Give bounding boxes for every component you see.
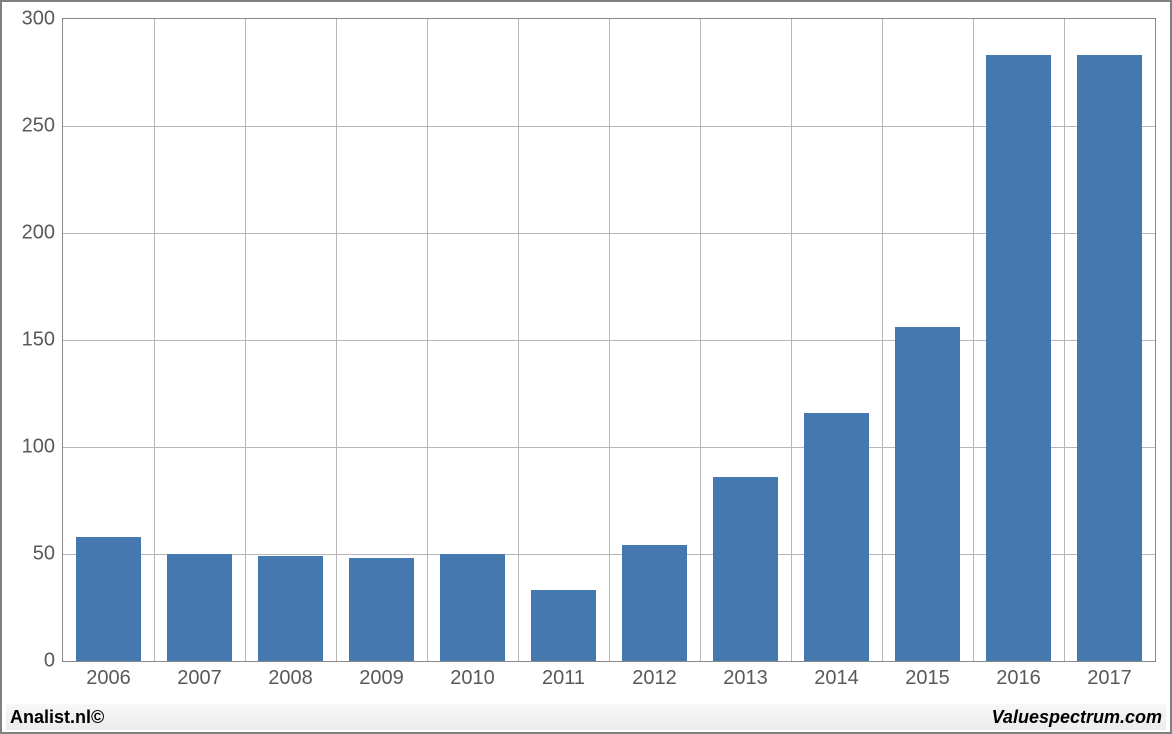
- bar-2006: [76, 537, 142, 661]
- bar-2012: [622, 545, 688, 661]
- x-axis-label: 2006: [86, 667, 131, 690]
- y-axis-label: 100: [5, 436, 55, 459]
- y-axis-label: 300: [5, 8, 55, 31]
- x-axis-label: 2010: [450, 667, 495, 690]
- grid-v: [245, 19, 246, 661]
- grid-v: [882, 19, 883, 661]
- bar-2009: [349, 558, 415, 661]
- y-axis-label: 200: [5, 222, 55, 245]
- bar-2008: [258, 556, 324, 661]
- bar-2015: [895, 327, 961, 661]
- footer-right-text: Valuespectrum.com: [992, 707, 1162, 728]
- y-axis-label: 250: [5, 115, 55, 138]
- bar-2017: [1077, 55, 1143, 661]
- bar-2016: [986, 55, 1052, 661]
- grid-v: [427, 19, 428, 661]
- bar-2011: [531, 590, 597, 661]
- grid-v: [154, 19, 155, 661]
- y-axis-label: 0: [5, 650, 55, 673]
- bar-2013: [713, 477, 779, 661]
- grid-v: [791, 19, 792, 661]
- x-axis-label: 2013: [723, 667, 768, 690]
- x-axis-label: 2016: [996, 667, 1041, 690]
- chart-wrap: 0 50 100 150 200 250 300 2006 2007 2008 2009 2010 20…: [6, 6, 1166, 702]
- x-axis-label: 2008: [268, 667, 313, 690]
- grid-v: [336, 19, 337, 661]
- bar-2007: [167, 554, 233, 661]
- y-axis-label: 150: [5, 329, 55, 352]
- x-axis-label: 2012: [632, 667, 677, 690]
- y-axis-label: 50: [5, 543, 55, 566]
- x-axis-label: 2014: [814, 667, 859, 690]
- grid-v: [518, 19, 519, 661]
- grid-v: [973, 19, 974, 661]
- plot-area: 0501001502002503002006200720082009201020…: [62, 18, 1156, 662]
- grid-v: [609, 19, 610, 661]
- grid-v: [700, 19, 701, 661]
- footer-left-text: Analist.nl©: [10, 707, 104, 728]
- chart-frame: 0 50 100 150 200 250 300 2006 2007 2008 2009 2010 20…: [0, 0, 1172, 734]
- x-axis-label: 2009: [359, 667, 404, 690]
- grid-v: [1064, 19, 1065, 661]
- x-axis-label: 2015: [905, 667, 950, 690]
- x-axis-label: 2011: [542, 667, 585, 690]
- bar-2014: [804, 413, 870, 661]
- x-axis-label: 2017: [1087, 667, 1132, 690]
- footer: Analist.nl© Valuespectrum.com: [6, 704, 1166, 730]
- bar-2010: [440, 554, 506, 661]
- x-axis-label: 2007: [177, 667, 222, 690]
